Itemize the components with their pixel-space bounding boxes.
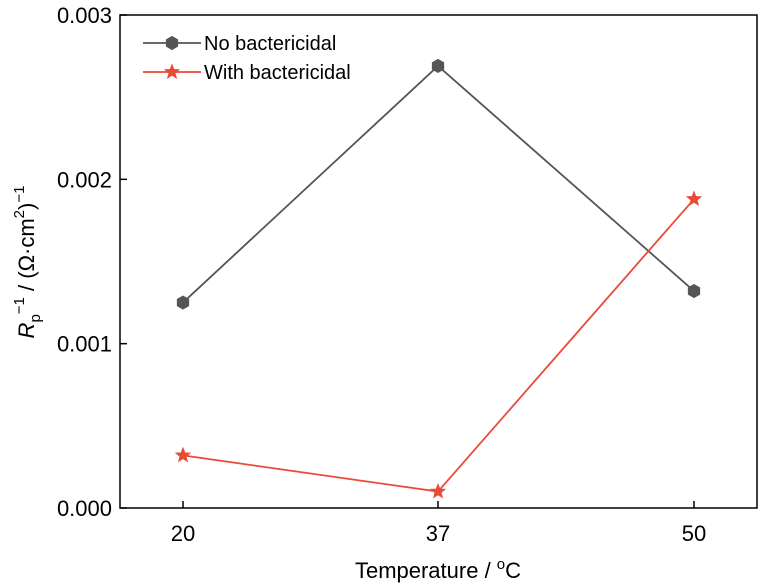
data-point [687,284,701,299]
legend-marker [163,63,181,79]
y-tick-label: 0.001 [57,332,112,357]
legend-marker [165,35,179,51]
y-axis: 0.000 0.001 0.002 0.003 [57,3,127,521]
y-tick-label: 0.003 [57,3,112,28]
x-axis-title: Temperature / oC [355,556,521,583]
data-point [174,446,192,463]
legend-item: With bactericidal [143,62,351,84]
x-axis: 20 37 50 [171,501,706,546]
data-point [176,295,190,310]
y-tick-label: 0.002 [57,167,112,192]
series-2 [174,190,703,499]
x-tick-label: 50 [682,521,706,546]
x-tick-label: 20 [171,521,195,546]
legend-label: No bactericidal [204,33,336,55]
data-point [429,482,447,499]
legend-item: No bactericidal [143,33,336,55]
data-point [685,190,703,207]
series-line [182,64,695,304]
legend-label: With bactericidal [204,62,351,84]
x-tick-label: 37 [426,521,450,546]
y-tick-label: 0.000 [57,496,112,521]
series-1 [176,58,701,310]
data-point [431,58,445,74]
series-layer [174,58,703,499]
y-axis-title: Rp−1 / (Ω·cm2)−1 [11,186,44,339]
legend: No bactericidal With bactericidal [143,33,351,84]
series-line [182,198,695,493]
